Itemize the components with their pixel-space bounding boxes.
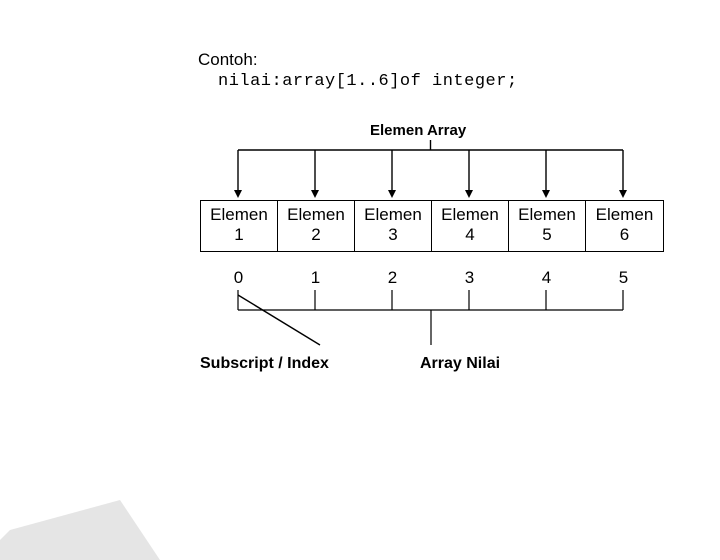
array-table: Elemen1Elemen2Elemen3Elemen4Elemen5Eleme… <box>200 200 664 252</box>
cell-label: Elemen <box>278 205 354 225</box>
index-value: 2 <box>354 268 431 288</box>
table-cell: Elemen4 <box>432 201 509 251</box>
table-cell: Elemen2 <box>278 201 355 251</box>
cell-label: Elemen <box>586 205 663 225</box>
cell-label: Elemen <box>432 205 508 225</box>
cell-number: 1 <box>201 225 277 245</box>
table-cell: Elemen1 <box>201 201 278 251</box>
index-value: 0 <box>200 268 277 288</box>
table-cell: Elemen6 <box>586 201 663 251</box>
table-cell: Elemen5 <box>509 201 586 251</box>
header-line-1: Contoh: <box>198 50 678 70</box>
cell-label: Elemen <box>355 205 431 225</box>
cell-label: Elemen <box>509 205 585 225</box>
bottom-bracket <box>200 290 670 360</box>
index-value: 1 <box>277 268 354 288</box>
index-value: 3 <box>431 268 508 288</box>
cell-number: 5 <box>509 225 585 245</box>
index-value: 5 <box>585 268 662 288</box>
header-line-2: nilai:array[1..6]of integer; <box>218 72 678 91</box>
cell-number: 4 <box>432 225 508 245</box>
header-block: Contoh: nilai:array[1..6]of integer; <box>198 50 678 91</box>
index-value: 4 <box>508 268 585 288</box>
cell-label: Elemen <box>201 205 277 225</box>
label-elemen-array: Elemen Array <box>370 122 466 139</box>
cell-number: 3 <box>355 225 431 245</box>
corner-decor <box>0 460 180 560</box>
table-cell: Elemen3 <box>355 201 432 251</box>
label-array-nilai: Array Nilai <box>420 355 500 373</box>
cell-number: 2 <box>278 225 354 245</box>
cell-number: 6 <box>586 225 663 245</box>
index-row: 012345 <box>200 268 662 288</box>
label-subscript: Subscript / Index <box>200 355 329 373</box>
top-bracket-arrows <box>200 140 670 200</box>
